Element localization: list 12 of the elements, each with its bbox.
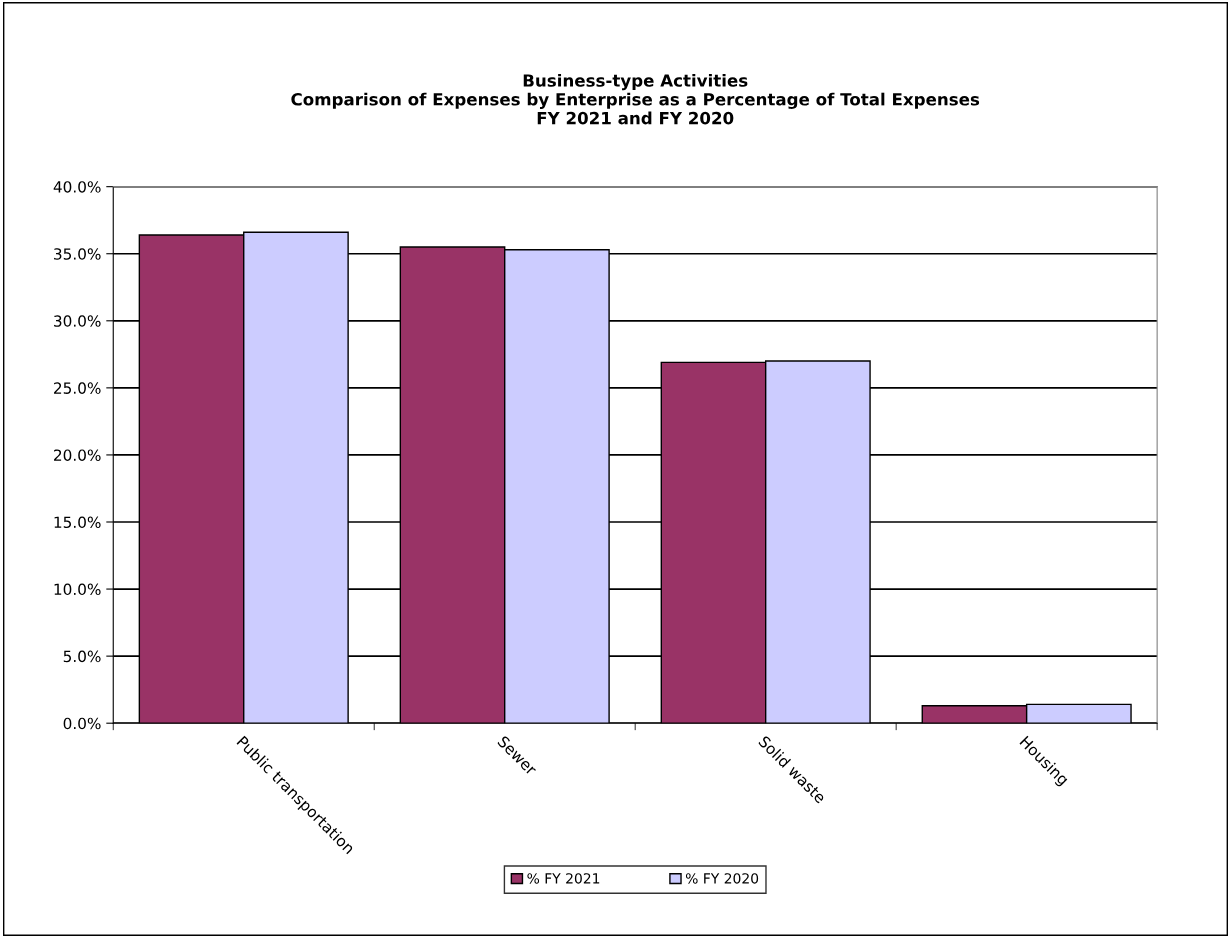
chart-title: Business-type Activities Comparison of Expenses by Enterprise as a Percentage of Total Expenses FY 2021 and FY 2020	[291, 73, 980, 125]
y-tick-label: 5.0%	[63, 650, 101, 663]
y-tick-label: 40.0%	[53, 181, 101, 193]
legend-label: % FY 2020	[685, 873, 759, 884]
y-tick-label: 0.0%	[63, 717, 101, 730]
y-tick-label: 30.0%	[54, 315, 101, 327]
y-tick-label: 15.0%	[54, 516, 101, 529]
y-tick-label: 20.0%	[54, 449, 101, 461]
y-tick-label: 10.0%	[54, 583, 101, 596]
legend-label: % FY 2021	[527, 873, 600, 884]
y-tick-label: 35.0%	[54, 248, 101, 260]
y-tick-label: 25.0%	[54, 382, 101, 394]
